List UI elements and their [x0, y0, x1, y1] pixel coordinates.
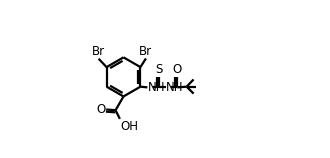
Text: O: O: [173, 63, 182, 76]
Text: NH: NH: [166, 81, 183, 94]
Text: OH: OH: [120, 120, 139, 133]
Text: S: S: [155, 63, 162, 76]
Text: O: O: [96, 103, 105, 116]
Text: Br: Br: [139, 45, 152, 58]
Text: NH: NH: [148, 81, 165, 94]
Text: Br: Br: [92, 45, 105, 58]
